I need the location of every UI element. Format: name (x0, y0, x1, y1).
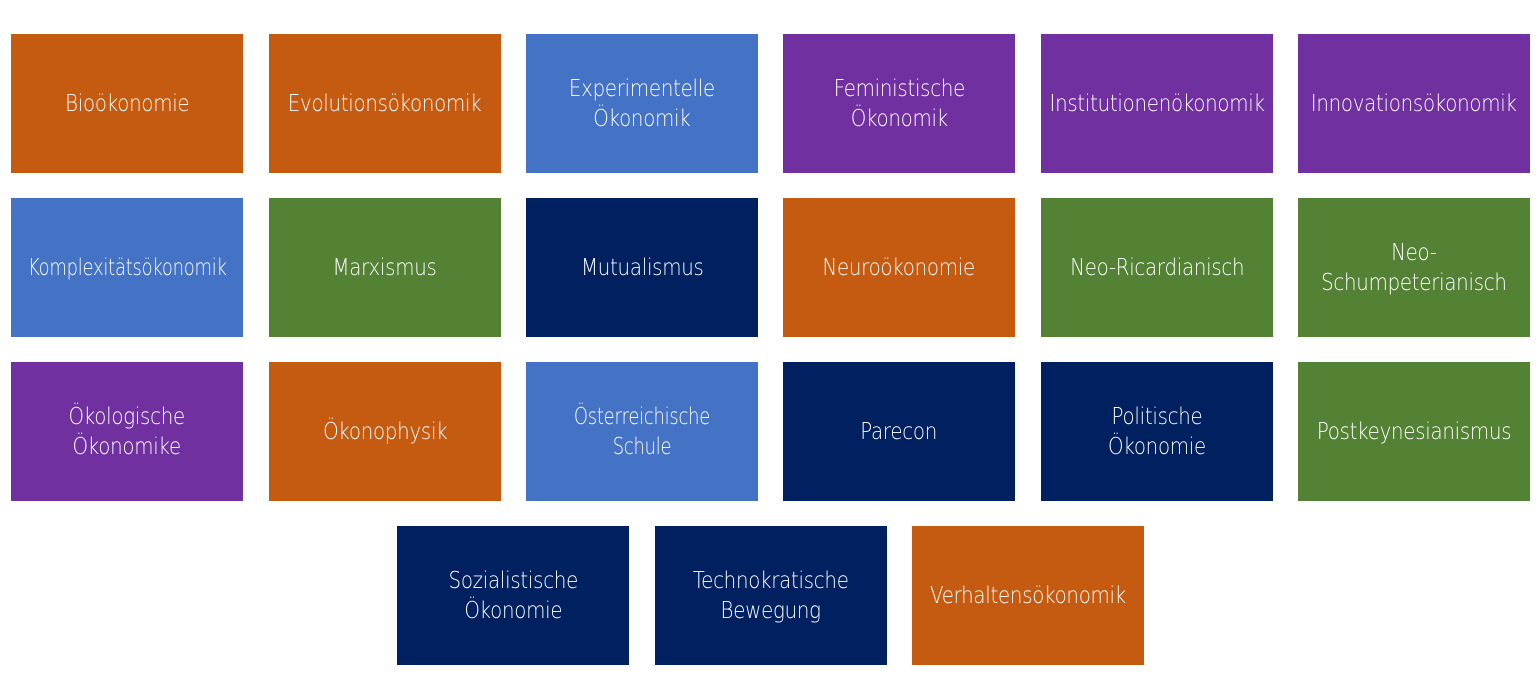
tile-innovationsoekonomik[interactable]: Innovationsökonomik (1298, 34, 1530, 173)
tile-label: Innovationsökonomik (1311, 90, 1517, 117)
tile-label: Bioökonomie (64, 90, 190, 117)
tile-label: Experimentelle Ökonomik (568, 75, 716, 132)
tile-label: Evolutionsökonomik (288, 90, 482, 117)
tile-neo-schumpeterianisch[interactable]: Neo- Schumpeterianisch (1298, 198, 1530, 337)
tile-label: Ökologische Ökonomike (68, 403, 186, 460)
tile-label: Neuroökonomie (822, 254, 976, 281)
tile-label: Sozialistische Ökonomie (448, 567, 578, 624)
tile-label: Technokratische Bewegung (693, 567, 849, 624)
tile-label: Marxismus (332, 254, 438, 281)
tile-label: Parecon (860, 418, 938, 445)
tile-feministische-oekonomik[interactable]: Feministische Ökonomik (783, 34, 1015, 173)
tile-oesterreichische-schule[interactable]: Österreichische Schule (526, 362, 758, 501)
tile-label: Feministische Ökonomik (833, 75, 965, 132)
tile-label: Österreichische Schule (573, 403, 711, 460)
tile-label: Postkeynesianismus (1316, 418, 1512, 445)
tile-label: Komplexitätsökonomik (27, 254, 227, 281)
tile-technokratische-bewegung[interactable]: Technokratische Bewegung (655, 526, 887, 665)
tile-experimentelle-oekonomik[interactable]: Experimentelle Ökonomik (526, 34, 758, 173)
tile-neo-ricardianisch[interactable]: Neo-Ricardianisch (1041, 198, 1273, 337)
tile-oekonophysik[interactable]: Ökonophysik (269, 362, 501, 501)
tile-label: Ökonophysik (322, 418, 448, 445)
tile-label: Neo-Ricardianisch (1069, 254, 1245, 281)
tile-neurooekonomie[interactable]: Neuroökonomie (783, 198, 1015, 337)
tile-marxismus[interactable]: Marxismus (269, 198, 501, 337)
tile-label: Neo- Schumpeterianisch (1321, 239, 1507, 296)
tile-evolutionsoekonomik[interactable]: Evolutionsökonomik (269, 34, 501, 173)
tile-biooekonomie[interactable]: Bioökonomie (11, 34, 243, 173)
tile-verhaltensoekonomik[interactable]: Verhaltensökonomik (912, 526, 1144, 665)
tile-label: Verhaltensökonomik (929, 582, 1127, 609)
tile-mutualismus[interactable]: Mutualismus (526, 198, 758, 337)
tile-label: Mutualismus (580, 254, 704, 281)
tile-oekologische-oekonomike[interactable]: Ökologische Ökonomike (11, 362, 243, 501)
tile-politische-oekonomie[interactable]: Politische Ökonomie (1041, 362, 1273, 501)
tile-label: Politische Ökonomie (1108, 403, 1206, 460)
tile-label: Institutionenökonomik (1049, 90, 1265, 117)
tile-sozialistische-oekonomie[interactable]: Sozialistische Ökonomie (397, 526, 629, 665)
tile-komplexitaetsoekonomik[interactable]: Komplexitätsökonomik (11, 198, 243, 337)
tile-postkeynesianismus[interactable]: Postkeynesianismus (1298, 362, 1530, 501)
tile-parecon[interactable]: Parecon (783, 362, 1015, 501)
tile-institutionenoekonomik[interactable]: Institutionenökonomik (1041, 34, 1273, 173)
